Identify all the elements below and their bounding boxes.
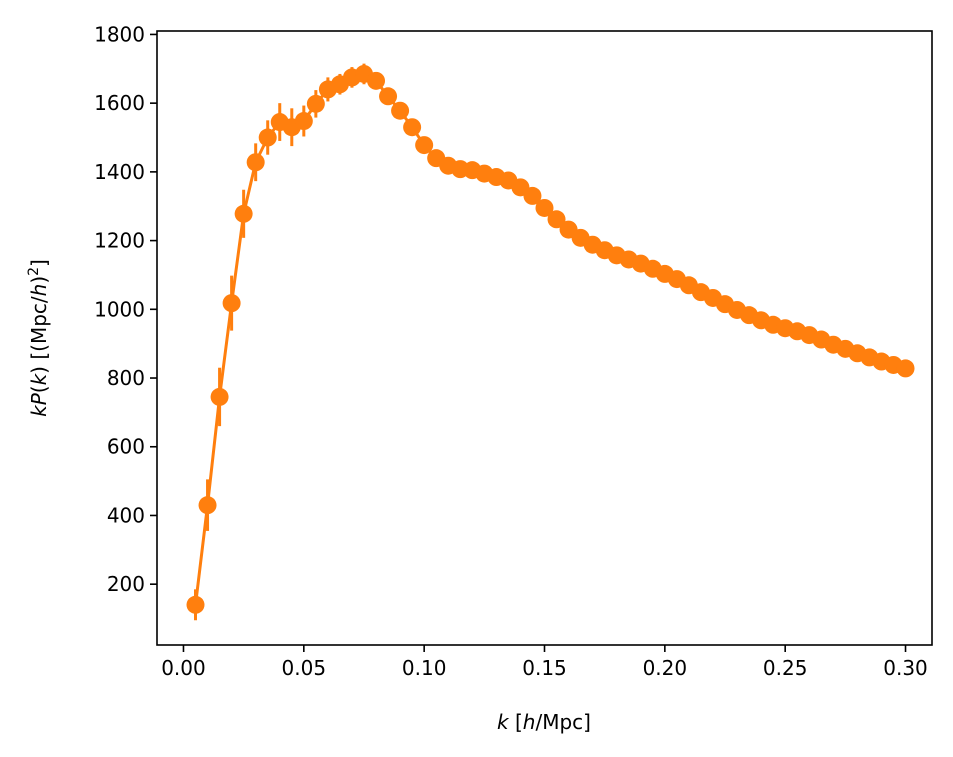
y-tick-label: 200 [107,572,145,596]
data-point [246,153,265,172]
y-tick-label: 400 [107,503,145,527]
y-tick-label: 1200 [94,229,145,253]
y-axis-ticks: 200 400 600 800 1000 1200 1400 1600 1800 [94,22,157,596]
data-point [222,294,241,313]
data-point [258,128,277,147]
y-tick-label: 1000 [94,297,145,321]
x-tick-label: 0.20 [643,656,688,680]
data-point [415,136,434,155]
y-tick-label: 600 [107,435,145,459]
x-tick-label: 0.25 [763,656,808,680]
y-tick-label: 1600 [94,91,145,115]
x-axis-ticks: 0.00 0.05 0.10 0.15 0.20 0.25 0.30 [161,645,928,680]
data-point [547,210,566,229]
data-point [535,198,554,217]
data-point [198,496,217,515]
data-point [186,595,205,614]
x-tick-label: 0.05 [282,656,327,680]
data-point [306,94,325,113]
y-axis-label: kP(k) [(Mpc/h)2] [26,259,51,417]
data-point [379,87,398,106]
data-point [391,101,410,120]
data-point [210,387,229,406]
series-layer [186,63,915,621]
x-tick-label: 0.15 [522,656,567,680]
data-point [896,359,915,378]
x-tick-label: 0.30 [883,656,928,680]
x-tick-label: 0.10 [402,656,447,680]
y-tick-label: 1800 [94,22,145,46]
y-tick-label: 1400 [94,160,145,184]
y-tick-label: 800 [107,366,145,390]
data-point [294,112,313,131]
x-axis-label: k [h/Mpc] [497,710,591,734]
x-tick-label: 0.00 [161,656,206,680]
data-point [523,186,542,205]
data-point [403,118,422,137]
data-point [234,204,253,223]
data-point [367,71,386,90]
